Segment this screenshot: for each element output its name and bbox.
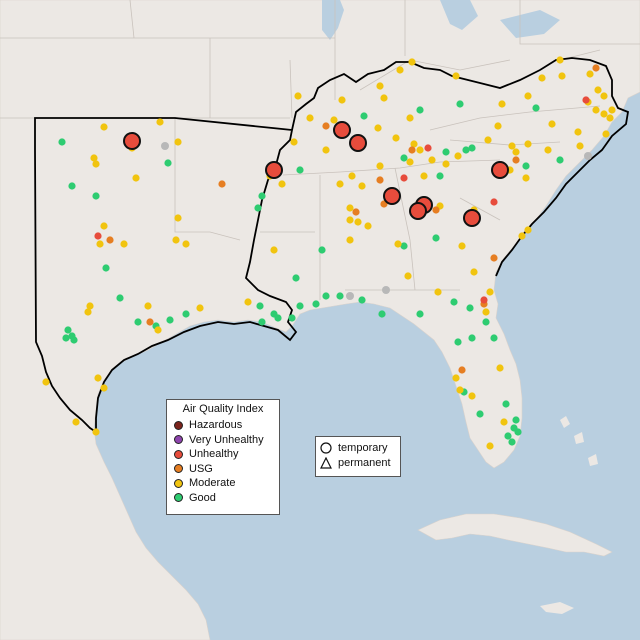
legend-item-permanent: permanent — [316, 455, 400, 470]
monitors-unhealthy-large — [123, 121, 509, 227]
legend-label: Unhealthy — [189, 448, 239, 461]
temporary-label: temporary — [338, 441, 388, 454]
land-bahamas — [560, 416, 598, 466]
monitors-unhealthy-small — [94, 96, 590, 304]
monitor-type-legend: temporary permanent — [315, 436, 401, 477]
legend-label: Moderate — [189, 477, 236, 490]
monitors-good — [58, 100, 564, 446]
land-cuba — [417, 513, 613, 557]
usg-swatch-icon — [174, 464, 183, 474]
hazardous-swatch-icon — [174, 420, 183, 430]
legend-item-very-unhealthy: Very Unhealthy — [167, 433, 279, 448]
permanent-label: permanent — [338, 456, 391, 469]
monitors-usg — [106, 64, 600, 374]
triangle-icon — [320, 456, 332, 469]
legend-label: Good — [189, 491, 216, 504]
aqi-legend: Air Quality Index Hazardous Very Unhealt… — [166, 399, 280, 515]
very-unhealthy-swatch-icon — [174, 435, 183, 445]
legend-label: Very Unhealthy — [189, 433, 264, 446]
legend-item-unhealthy: Unhealthy — [167, 447, 279, 462]
monitors-no-data — [161, 142, 592, 300]
circle-icon — [320, 441, 332, 454]
legend-item-good: Good — [167, 491, 279, 506]
legend-item-temporary: temporary — [316, 440, 400, 455]
monitors-moderate — [42, 56, 616, 450]
legend-item-hazardous: Hazardous — [167, 418, 279, 433]
legend-title: Air Quality Index — [182, 403, 264, 415]
good-swatch-icon — [174, 493, 183, 503]
moderate-swatch-icon — [174, 478, 183, 488]
legend-label: Hazardous — [189, 419, 243, 432]
unhealthy-swatch-icon — [174, 449, 183, 459]
land-jamaica — [540, 602, 574, 614]
legend-label: USG — [189, 462, 213, 475]
great-lakes — [322, 0, 560, 40]
legend-item-usg: USG — [167, 462, 279, 477]
legend-item-moderate: Moderate — [167, 476, 279, 491]
